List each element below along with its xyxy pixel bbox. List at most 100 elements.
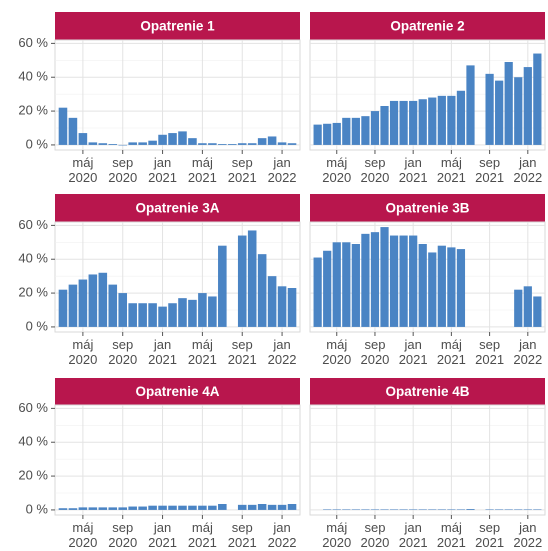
x-tick-label-line: máj [326,155,347,170]
bar [168,505,177,510]
x-tick-label-line: 2021 [188,170,217,185]
bar [418,509,427,510]
bar [409,100,418,145]
x-tick-label-line: jan [272,337,290,352]
x-tick-label: jan 2021 [399,155,428,185]
bar [178,131,187,145]
x-tick-label-line: 2020 [68,535,97,550]
bar [68,117,78,145]
bar [257,254,267,327]
bar [399,509,408,510]
x-tick-label: máj 2020 [322,520,351,550]
bar [218,144,227,145]
x-tick-label-line: 2020 [322,352,351,367]
bar [389,235,399,327]
bar [257,504,267,510]
x-tick-label-line: 2022 [268,352,297,367]
facet-strip [55,12,300,40]
bar [277,504,287,510]
bar [332,122,341,145]
x-tick-label-line: 2021 [399,170,428,185]
bar [485,509,494,510]
bar [178,298,187,327]
x-tick-label: sep 2021 [475,337,504,367]
bar [108,144,118,145]
y-tick-label: 20 % [18,103,48,118]
x-tick-label-line: 2021 [148,352,177,367]
y-tick-label: 60 % [18,400,48,415]
bar [198,143,207,145]
x-tick-label: jan 2022 [513,155,542,185]
x-tick-label: jan 2021 [148,337,177,367]
facet-strip [310,194,545,222]
x-tick-label-line: 2020 [108,352,137,367]
bar [58,289,68,327]
x-tick-label-line: máj [326,337,347,352]
bar [78,279,88,327]
bar [456,509,466,510]
x-tick-label-line: 2021 [437,352,466,367]
x-tick-label-line: 2021 [437,170,466,185]
x-tick-label-line: 2021 [188,352,217,367]
x-tick-label: máj 2021 [437,520,466,550]
x-tick-label-line: 2021 [148,535,177,550]
bar [332,242,341,327]
x-tick-label: máj 2021 [437,337,466,367]
y-tick-label: 40 % [18,251,48,266]
bar [370,232,380,327]
bar [456,90,466,145]
bar [287,504,297,510]
x-tick-label: sep 2021 [228,520,257,550]
bar [418,99,427,145]
bar [247,143,257,145]
x-tick-label-line: 2022 [513,535,542,550]
x-tick-label-line: jan [153,155,171,170]
x-tick-label-line: máj [192,155,213,170]
bar [237,235,247,327]
x-tick-label-line: sep [232,337,253,352]
bar [380,106,389,145]
facet-strip [55,378,300,405]
y-tick-label: 0 % [26,501,49,516]
bar [287,288,297,327]
bar [447,509,456,510]
x-tick-label-line: máj [72,520,93,535]
bar [188,299,197,327]
bar [257,138,267,145]
x-tick-label-line: 2021 [228,535,257,550]
bar [168,303,177,327]
x-tick-label-line: 2020 [108,535,137,550]
x-tick-label: jan 2022 [268,337,297,367]
x-tick-label: sep 2020 [360,155,389,185]
bar [108,507,118,510]
bar [138,303,147,327]
x-tick-label: máj 2020 [68,520,97,550]
bar [389,100,399,145]
x-tick-label: sep 2020 [108,337,137,367]
bar [504,509,513,510]
x-tick-label-line: 2021 [399,535,428,550]
x-tick-label-line: jan [518,520,536,535]
bar [399,100,408,145]
panel [309,404,546,516]
bar [323,123,332,145]
x-tick-label-line: sep [364,155,385,170]
x-tick-label-line: 2021 [475,535,504,550]
bar [389,509,399,510]
y-tick-label: 60 % [18,217,48,232]
bar [485,73,494,145]
bar [447,247,456,327]
x-tick-label-line: jan [518,337,536,352]
x-tick-label: máj 2021 [437,155,466,185]
bar [351,244,360,327]
bar [342,117,351,145]
x-tick-label-line: 2021 [228,352,257,367]
bar [533,53,542,145]
x-tick-label: jan 2022 [268,155,297,185]
x-tick-label-line: sep [112,337,133,352]
bar [178,505,187,510]
bar [399,235,408,327]
x-tick-label-line: 2020 [360,352,389,367]
bar [108,284,118,327]
bar [128,303,137,327]
